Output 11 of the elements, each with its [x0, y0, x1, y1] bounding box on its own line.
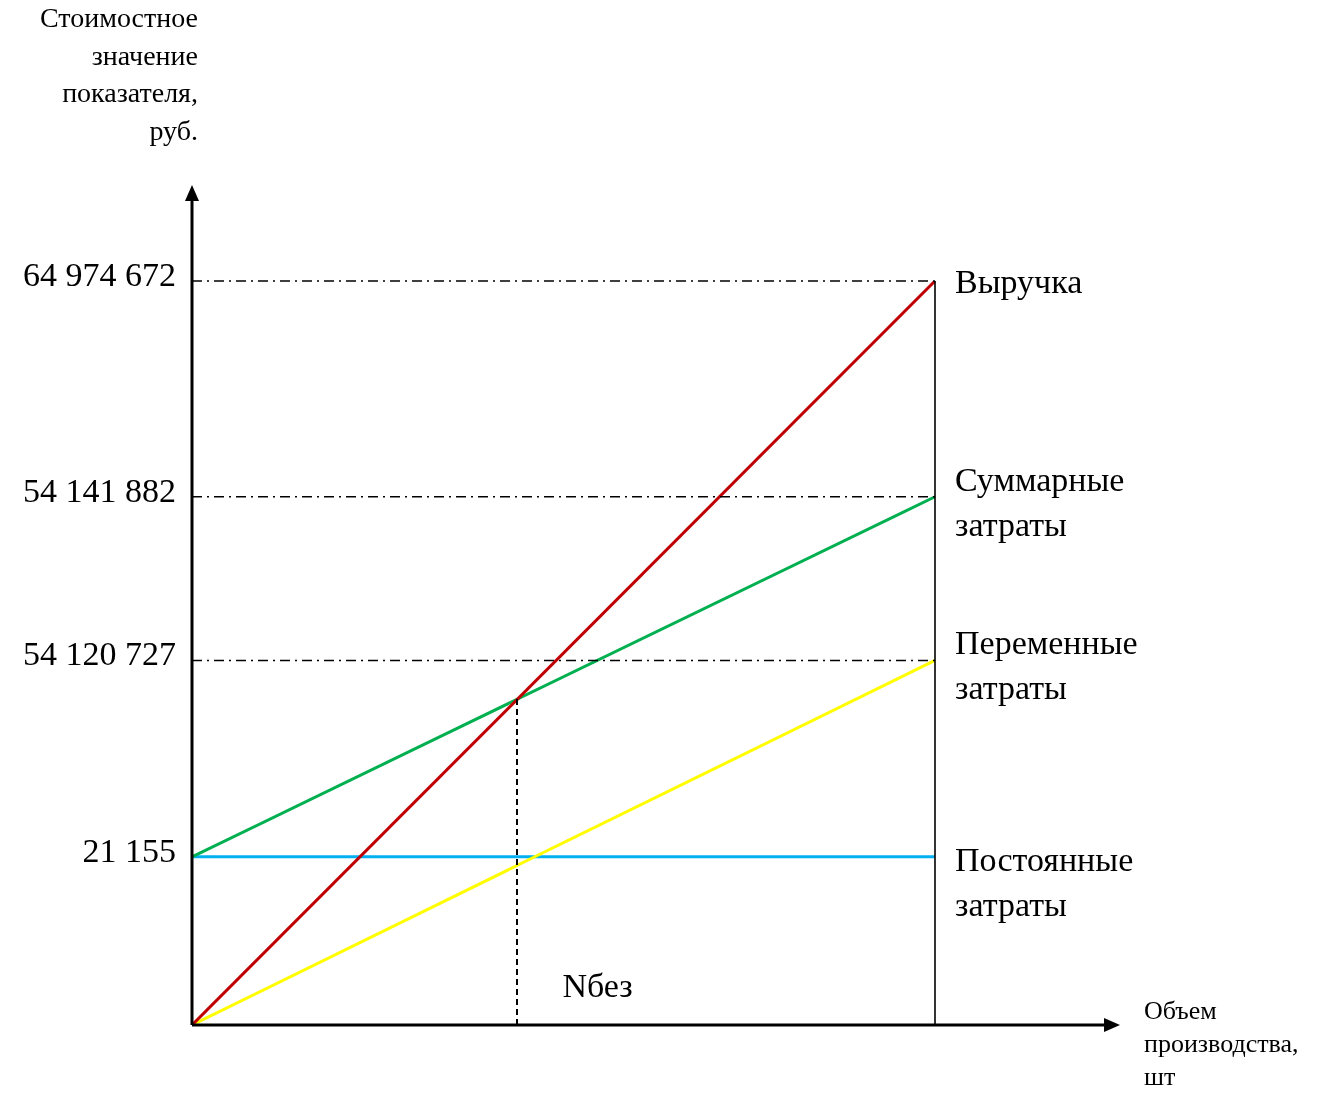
annotation: Nбез	[562, 967, 633, 1004]
series-label: Постоянные затраты	[955, 840, 1134, 923]
y-axis-title: Стоимостное значение показателя, руб.	[40, 2, 198, 146]
text: 54 141 882	[23, 471, 176, 509]
series-label: Суммарные затраты	[955, 460, 1125, 543]
text: 21 155	[82, 831, 176, 869]
x-axis-title: Объем производства, шт	[1144, 995, 1299, 1091]
text: 64 974 672	[23, 255, 176, 293]
text: 54 120 727	[23, 635, 176, 673]
series-label: Выручка	[955, 263, 1083, 300]
series-label: Переменные затраты	[955, 624, 1138, 707]
